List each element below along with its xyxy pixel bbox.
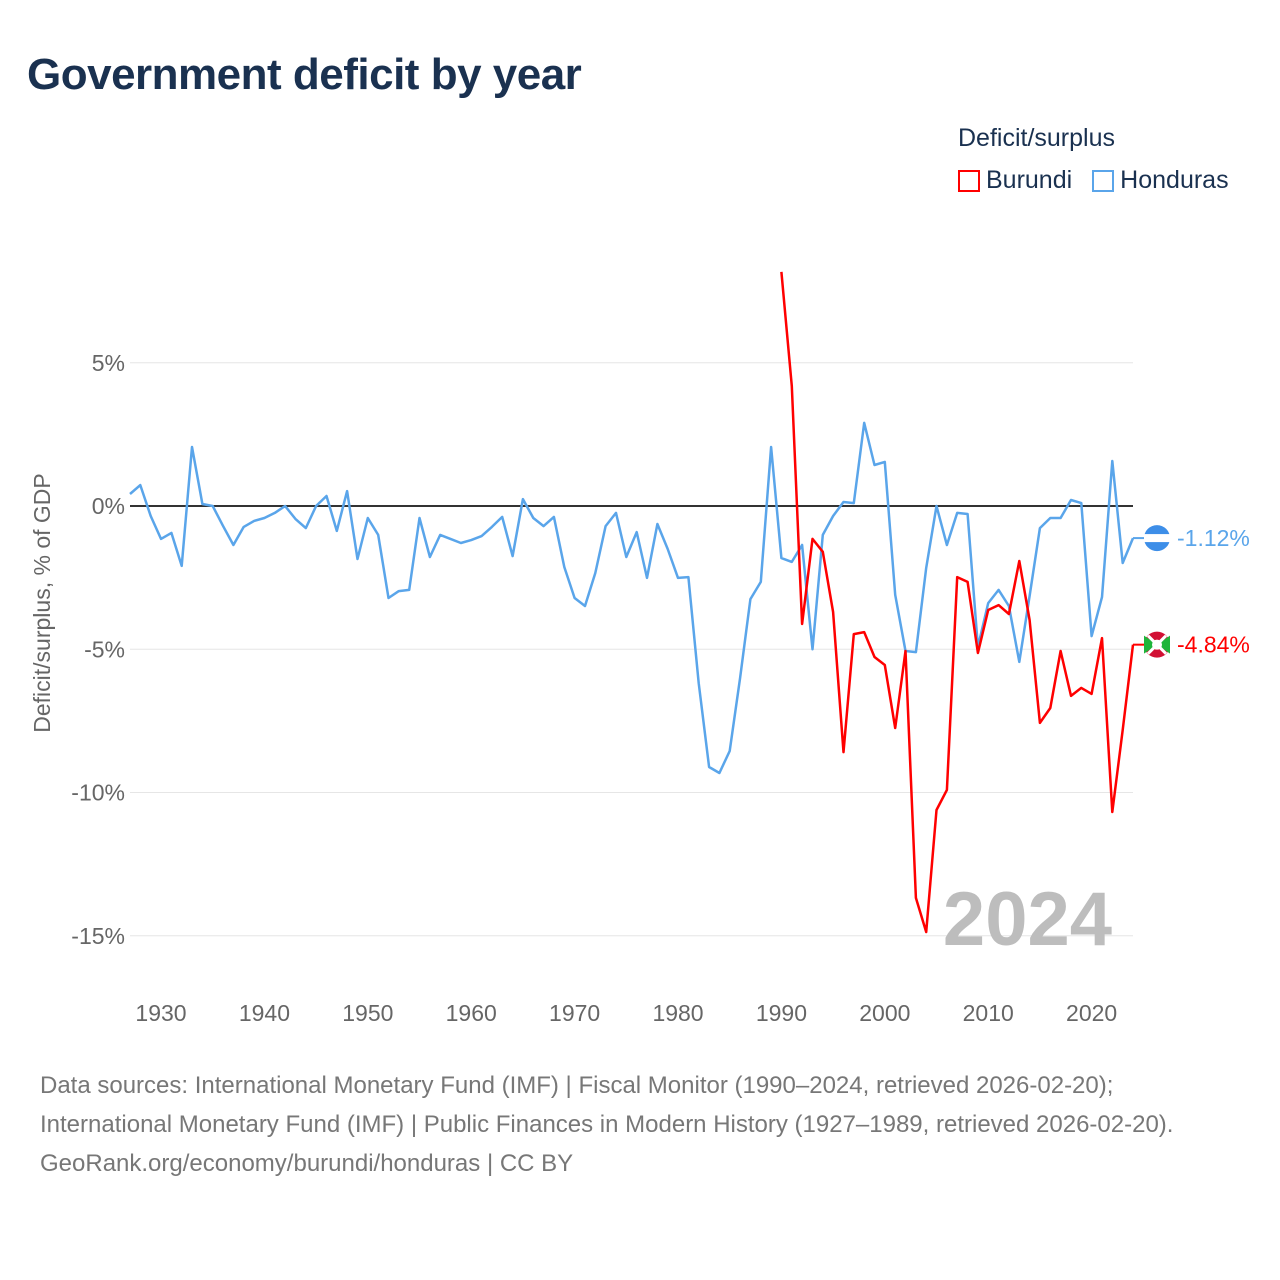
y-tick-label: -5% (84, 636, 125, 662)
x-axis-ticks: 1930 1940 1950 1960 1970 1980 1990 2000 2010 2020 (135, 1000, 1117, 1026)
footer: Data sources: International Monetary Fun… (40, 1066, 1240, 1183)
legend-title: Deficit/surplus (958, 124, 1115, 152)
legend-item-honduras[interactable]: Honduras (1092, 166, 1229, 195)
x-tick-label: 1960 (446, 1000, 497, 1026)
x-tick-label: 1970 (549, 1000, 600, 1026)
legend-swatch-burundi (958, 169, 980, 192)
gridlines (130, 362, 1133, 937)
chart-title: Government deficit by year (27, 50, 582, 99)
y-axis-label: Deficit/surplus, % of GDP (29, 473, 55, 732)
x-tick-label: 2020 (1066, 1000, 1117, 1026)
flag-burundi-icon (1144, 631, 1170, 658)
legend-item-burundi[interactable]: Burundi (958, 166, 1072, 195)
flag-honduras-icon (1144, 525, 1170, 552)
y-tick-label: -15% (71, 923, 125, 949)
y-tick-label: 5% (92, 350, 125, 376)
x-tick-label: 1990 (756, 1000, 807, 1026)
x-tick-label: 2010 (963, 1000, 1014, 1026)
legend-label-burundi: Burundi (986, 166, 1073, 194)
y-tick-label: 0% (92, 493, 125, 519)
x-tick-label: 1930 (135, 1000, 186, 1026)
year-watermark: 2024 (943, 877, 1112, 962)
y-axis-ticks: 5% 0% -5% -10% -15% (71, 350, 125, 949)
y-tick-label: -10% (71, 780, 125, 806)
data-sources: Data sources: International Monetary Fun… (40, 1072, 1174, 1138)
x-tick-label: 1940 (239, 1000, 290, 1026)
series-line-burundi (780, 271, 1135, 934)
legend: Burundi Honduras (958, 166, 1229, 195)
end-label-burundi: -4.84% (1177, 632, 1250, 658)
end-label-honduras: -1.12% (1177, 525, 1250, 551)
flag-stripe (1144, 534, 1170, 543)
end-labels: -1.12% -4.84% (1133, 525, 1250, 658)
series-line-honduras (129, 421, 1135, 775)
x-tick-label: 1950 (342, 1000, 393, 1026)
x-tick-label: 1980 (652, 1000, 703, 1026)
legend-swatch-honduras (1092, 169, 1115, 192)
legend-label-honduras: Honduras (1120, 166, 1229, 194)
chart: 5% 0% -5% -10% -15% 1930 1940 1950 1960 1970 1980… (29, 271, 1250, 1026)
credit-link[interactable]: GeoRank.org/economy/burundi/honduras | C… (40, 1150, 574, 1177)
flag-disc (1152, 639, 1162, 650)
x-tick-label: 2000 (859, 1000, 910, 1026)
series-lines (129, 271, 1135, 934)
